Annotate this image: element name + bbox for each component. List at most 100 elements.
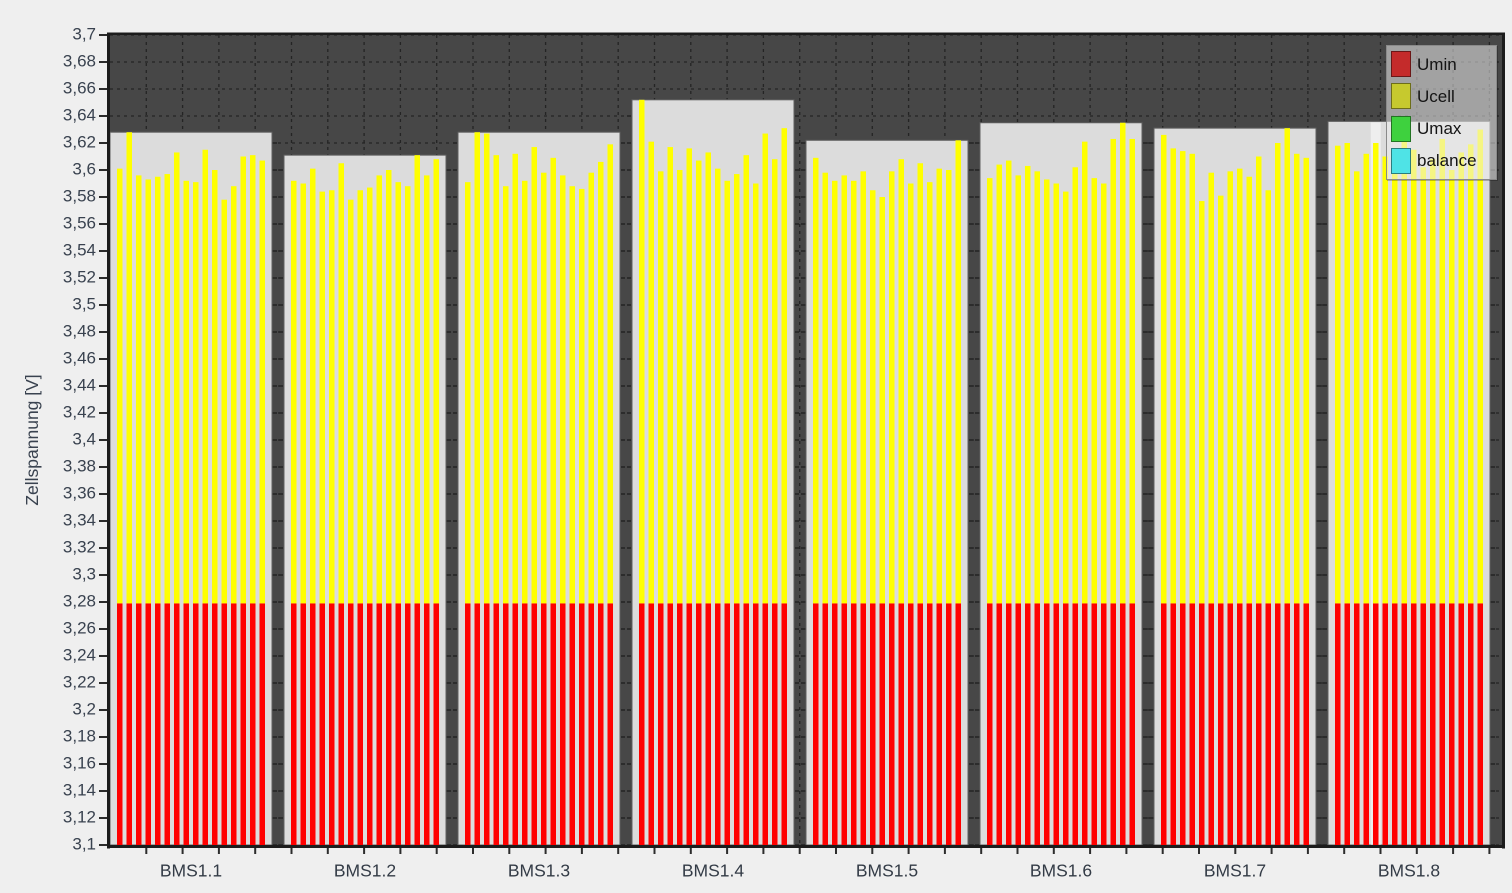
ucell-bar[interactable] <box>259 160 266 604</box>
ucell-bar[interactable] <box>1237 168 1243 604</box>
ucell-bar[interactable] <box>164 174 171 604</box>
ucell-bar[interactable] <box>338 163 345 604</box>
ucell-bar[interactable] <box>1053 183 1060 604</box>
umin-bar[interactable] <box>319 603 326 845</box>
ucell-bar[interactable] <box>367 187 373 604</box>
umin-bar[interactable] <box>598 603 604 845</box>
umin-bar[interactable] <box>1170 603 1177 845</box>
umin-bar[interactable] <box>569 603 576 845</box>
ucell-bar[interactable] <box>724 180 731 604</box>
umin-bar[interactable] <box>1246 603 1253 845</box>
ucell-bar[interactable] <box>1468 144 1474 604</box>
ucell-bar[interactable] <box>879 197 886 604</box>
umin-bar[interactable] <box>1110 603 1117 845</box>
ucell-bar[interactable] <box>588 172 595 604</box>
umin-bar[interactable] <box>579 603 585 845</box>
ucell-bar[interactable] <box>1015 175 1022 604</box>
ucell-bar[interactable] <box>569 186 576 604</box>
umin-bar[interactable] <box>813 603 819 845</box>
umin-bar[interactable] <box>1284 603 1291 845</box>
umin-bar[interactable] <box>781 603 788 845</box>
ucell-bar[interactable] <box>395 182 402 604</box>
umin-bar[interactable] <box>1180 603 1186 845</box>
umin-bar[interactable] <box>376 603 383 845</box>
ucell-bar[interactable] <box>743 155 750 604</box>
umin-bar[interactable] <box>841 603 848 845</box>
ucell-bar[interactable] <box>1218 195 1224 604</box>
ucell-bar[interactable] <box>841 175 848 604</box>
ucell-bar[interactable] <box>376 175 383 604</box>
ucell-bar[interactable] <box>955 140 962 604</box>
ucell-bar[interactable] <box>240 156 247 604</box>
ucell-bar[interactable] <box>231 186 237 604</box>
umin-bar[interactable] <box>1382 603 1389 845</box>
umin-bar[interactable] <box>677 603 683 845</box>
umin-bar[interactable] <box>686 603 693 845</box>
ucell-bar[interactable] <box>781 128 788 604</box>
ucell-bar[interactable] <box>658 171 664 604</box>
ucell-bar[interactable] <box>1363 153 1370 604</box>
ucell-bar[interactable] <box>677 170 683 604</box>
umin-bar[interactable] <box>851 603 857 845</box>
ucell-bar[interactable] <box>1129 138 1136 604</box>
umin-bar[interactable] <box>310 603 316 845</box>
ucell-bar[interactable] <box>946 170 952 604</box>
umin-bar[interactable] <box>474 603 481 845</box>
umin-bar[interactable] <box>1256 603 1262 845</box>
umin-bar[interactable] <box>987 603 993 845</box>
ucell-bar[interactable] <box>1411 149 1417 604</box>
umin-bar[interactable] <box>1025 603 1031 845</box>
umin-bar[interactable] <box>212 603 218 845</box>
ucell-bar[interactable] <box>1082 141 1088 604</box>
ucell-bar[interactable] <box>474 132 481 604</box>
ucell-bar[interactable] <box>1063 191 1069 604</box>
ucell-bar[interactable] <box>1180 151 1186 604</box>
ucell-bar[interactable] <box>250 155 256 604</box>
umin-bar[interactable] <box>1354 603 1360 845</box>
ucell-bar[interactable] <box>465 182 471 604</box>
ucell-bar[interactable] <box>291 180 297 604</box>
umin-bar[interactable] <box>1401 603 1408 845</box>
umin-bar[interactable] <box>424 603 430 845</box>
umin-bar[interactable] <box>193 603 199 845</box>
ucell-bar[interactable] <box>860 171 867 604</box>
umin-bar[interactable] <box>1430 603 1436 845</box>
umin-bar[interactable] <box>1129 603 1136 845</box>
umin-bar[interactable] <box>174 603 180 845</box>
ucell-bar[interactable] <box>607 144 614 604</box>
umin-bar[interactable] <box>250 603 256 845</box>
ucell-bar[interactable] <box>889 171 895 604</box>
ucell-bar[interactable] <box>1227 171 1234 604</box>
umin-bar[interactable] <box>136 603 142 845</box>
ucell-bar[interactable] <box>512 153 519 604</box>
umin-bar[interactable] <box>772 603 778 845</box>
ucell-bar[interactable] <box>1025 165 1031 604</box>
umin-bar[interactable] <box>512 603 519 845</box>
umin-bar[interactable] <box>1091 603 1098 845</box>
umin-bar[interactable] <box>1411 603 1417 845</box>
umin-bar[interactable] <box>955 603 962 845</box>
umin-bar[interactable] <box>231 603 237 845</box>
ucell-bar[interactable] <box>1265 190 1272 604</box>
ucell-bar[interactable] <box>1449 170 1455 604</box>
umin-bar[interactable] <box>1344 603 1351 845</box>
umin-bar[interactable] <box>1265 603 1272 845</box>
ucell-bar[interactable] <box>433 159 440 604</box>
umin-bar[interactable] <box>367 603 373 845</box>
umin-bar[interactable] <box>560 603 566 845</box>
umin-bar[interactable] <box>724 603 731 845</box>
ucell-bar[interactable] <box>1344 143 1351 604</box>
umin-bar[interactable] <box>870 603 876 845</box>
umin-bar[interactable] <box>1468 603 1474 845</box>
umin-bar[interactable] <box>588 603 595 845</box>
ucell-bar[interactable] <box>136 175 142 604</box>
ucell-bar[interactable] <box>1170 148 1177 604</box>
umin-bar[interactable] <box>126 603 133 845</box>
umin-bar[interactable] <box>705 603 712 845</box>
umin-bar[interactable] <box>1199 603 1205 845</box>
umin-bar[interactable] <box>648 603 655 845</box>
umin-bar[interactable] <box>1477 603 1484 845</box>
umin-bar[interactable] <box>465 603 471 845</box>
ucell-bar[interactable] <box>813 157 819 604</box>
ucell-bar[interactable] <box>541 172 547 604</box>
